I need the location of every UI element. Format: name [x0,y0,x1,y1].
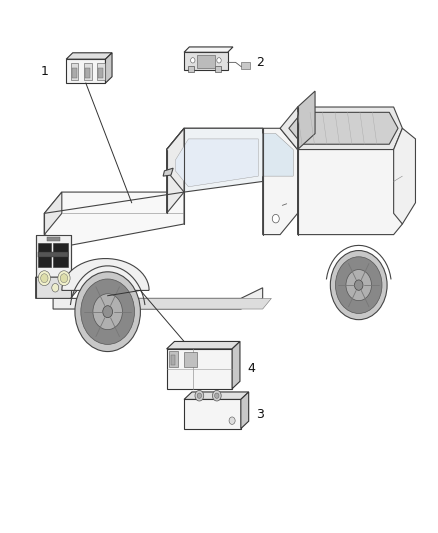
Polygon shape [166,342,240,349]
Polygon shape [38,243,51,266]
Polygon shape [38,252,68,257]
Circle shape [330,251,387,320]
Circle shape [60,274,67,282]
Circle shape [75,272,141,352]
Polygon shape [169,351,177,367]
Polygon shape [79,298,272,309]
Polygon shape [62,259,149,290]
Polygon shape [71,63,78,80]
Polygon shape [175,139,258,187]
Polygon shape [187,66,194,72]
Polygon shape [66,59,106,83]
Polygon shape [35,235,71,277]
Circle shape [191,58,195,63]
Polygon shape [166,128,184,213]
Polygon shape [184,399,241,429]
Polygon shape [53,288,263,309]
Polygon shape [394,128,416,224]
Circle shape [93,294,122,329]
Polygon shape [215,66,221,72]
Polygon shape [184,392,249,399]
Polygon shape [184,47,233,52]
Polygon shape [184,352,197,367]
Text: 3: 3 [256,408,264,421]
Text: 1: 1 [41,64,49,78]
Circle shape [58,271,70,286]
Polygon shape [232,342,240,389]
Circle shape [272,214,279,223]
Circle shape [38,271,50,286]
Circle shape [195,390,204,401]
Text: 2: 2 [256,56,264,69]
Circle shape [41,274,48,282]
Text: 4: 4 [247,362,255,375]
Circle shape [52,284,59,292]
Circle shape [354,280,363,290]
Polygon shape [289,112,398,144]
Polygon shape [44,192,184,245]
Bar [98,68,103,78]
Polygon shape [241,62,250,69]
Polygon shape [263,134,293,176]
Bar [72,68,77,78]
Polygon shape [166,349,232,389]
Polygon shape [163,168,173,176]
Circle shape [346,270,371,301]
Bar [85,68,90,78]
Polygon shape [241,392,249,429]
Circle shape [212,390,221,401]
Polygon shape [166,128,263,192]
Circle shape [81,279,134,344]
Polygon shape [297,91,315,150]
Polygon shape [84,63,92,80]
Polygon shape [97,63,105,80]
Polygon shape [197,55,215,68]
Polygon shape [184,52,228,70]
Polygon shape [46,237,60,241]
Polygon shape [53,243,68,266]
Circle shape [229,417,235,424]
Polygon shape [166,128,272,171]
Circle shape [103,306,113,318]
Polygon shape [66,53,112,59]
Circle shape [215,393,219,398]
Polygon shape [297,150,403,235]
Circle shape [336,257,382,313]
Polygon shape [171,355,175,365]
Polygon shape [263,128,297,235]
Polygon shape [280,107,403,150]
Circle shape [217,58,221,63]
Polygon shape [35,277,79,298]
Polygon shape [44,192,62,235]
Polygon shape [106,53,112,83]
Circle shape [197,393,201,398]
